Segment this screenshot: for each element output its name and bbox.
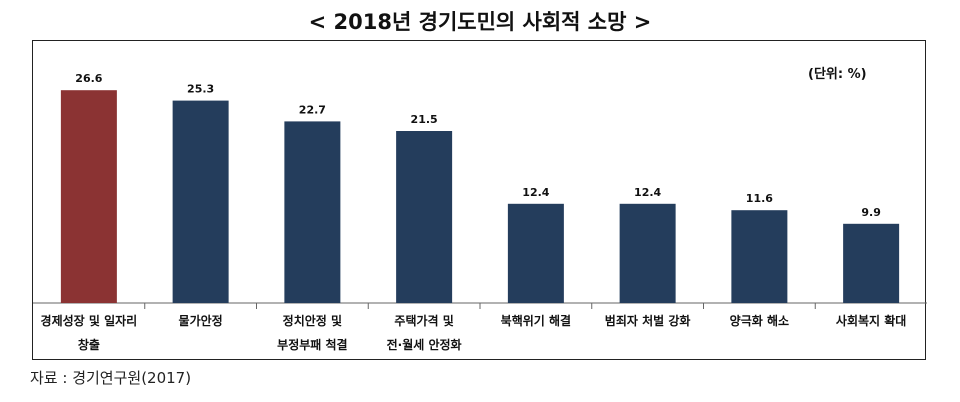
category-label: 주택가격 및 [394, 313, 453, 328]
data-label: 25.3 [187, 83, 214, 96]
category-label: 양극화 해소 [730, 313, 789, 328]
data-label: 26.6 [75, 72, 102, 85]
data-label: 22.7 [299, 103, 326, 116]
category-label: 경제성장 및 일자리 [41, 313, 138, 328]
unit-label: (단위: %) [808, 66, 867, 82]
bar [60, 90, 117, 303]
chart-title: < 2018년 경기도민의 사회적 소망 > [308, 10, 652, 34]
category-label: 정치안정 및 [283, 313, 342, 328]
bar [396, 131, 453, 303]
bar [843, 223, 900, 303]
source-note: 자료 : 경기연구원(2017) [30, 369, 192, 387]
category-label: 창출 [78, 337, 100, 352]
category-label: 전·월세 안정화 [387, 337, 462, 352]
data-label: 11.6 [746, 192, 773, 205]
bar [731, 210, 788, 303]
bar [507, 203, 564, 303]
category-label: 물가안정 [179, 313, 223, 328]
category-label: 부정부패 척결 [277, 337, 347, 352]
bar [619, 203, 676, 303]
bar [284, 121, 341, 304]
bar [172, 100, 229, 303]
data-label: 12.4 [522, 186, 549, 199]
category-label: 범죄자 처벌 강화 [605, 313, 691, 328]
data-label: 9.9 [861, 206, 881, 219]
data-label: 12.4 [634, 186, 661, 199]
category-label: 북핵위기 해결 [501, 313, 571, 328]
data-label: 21.5 [411, 113, 438, 126]
category-label: 사회복지 확대 [836, 313, 906, 328]
